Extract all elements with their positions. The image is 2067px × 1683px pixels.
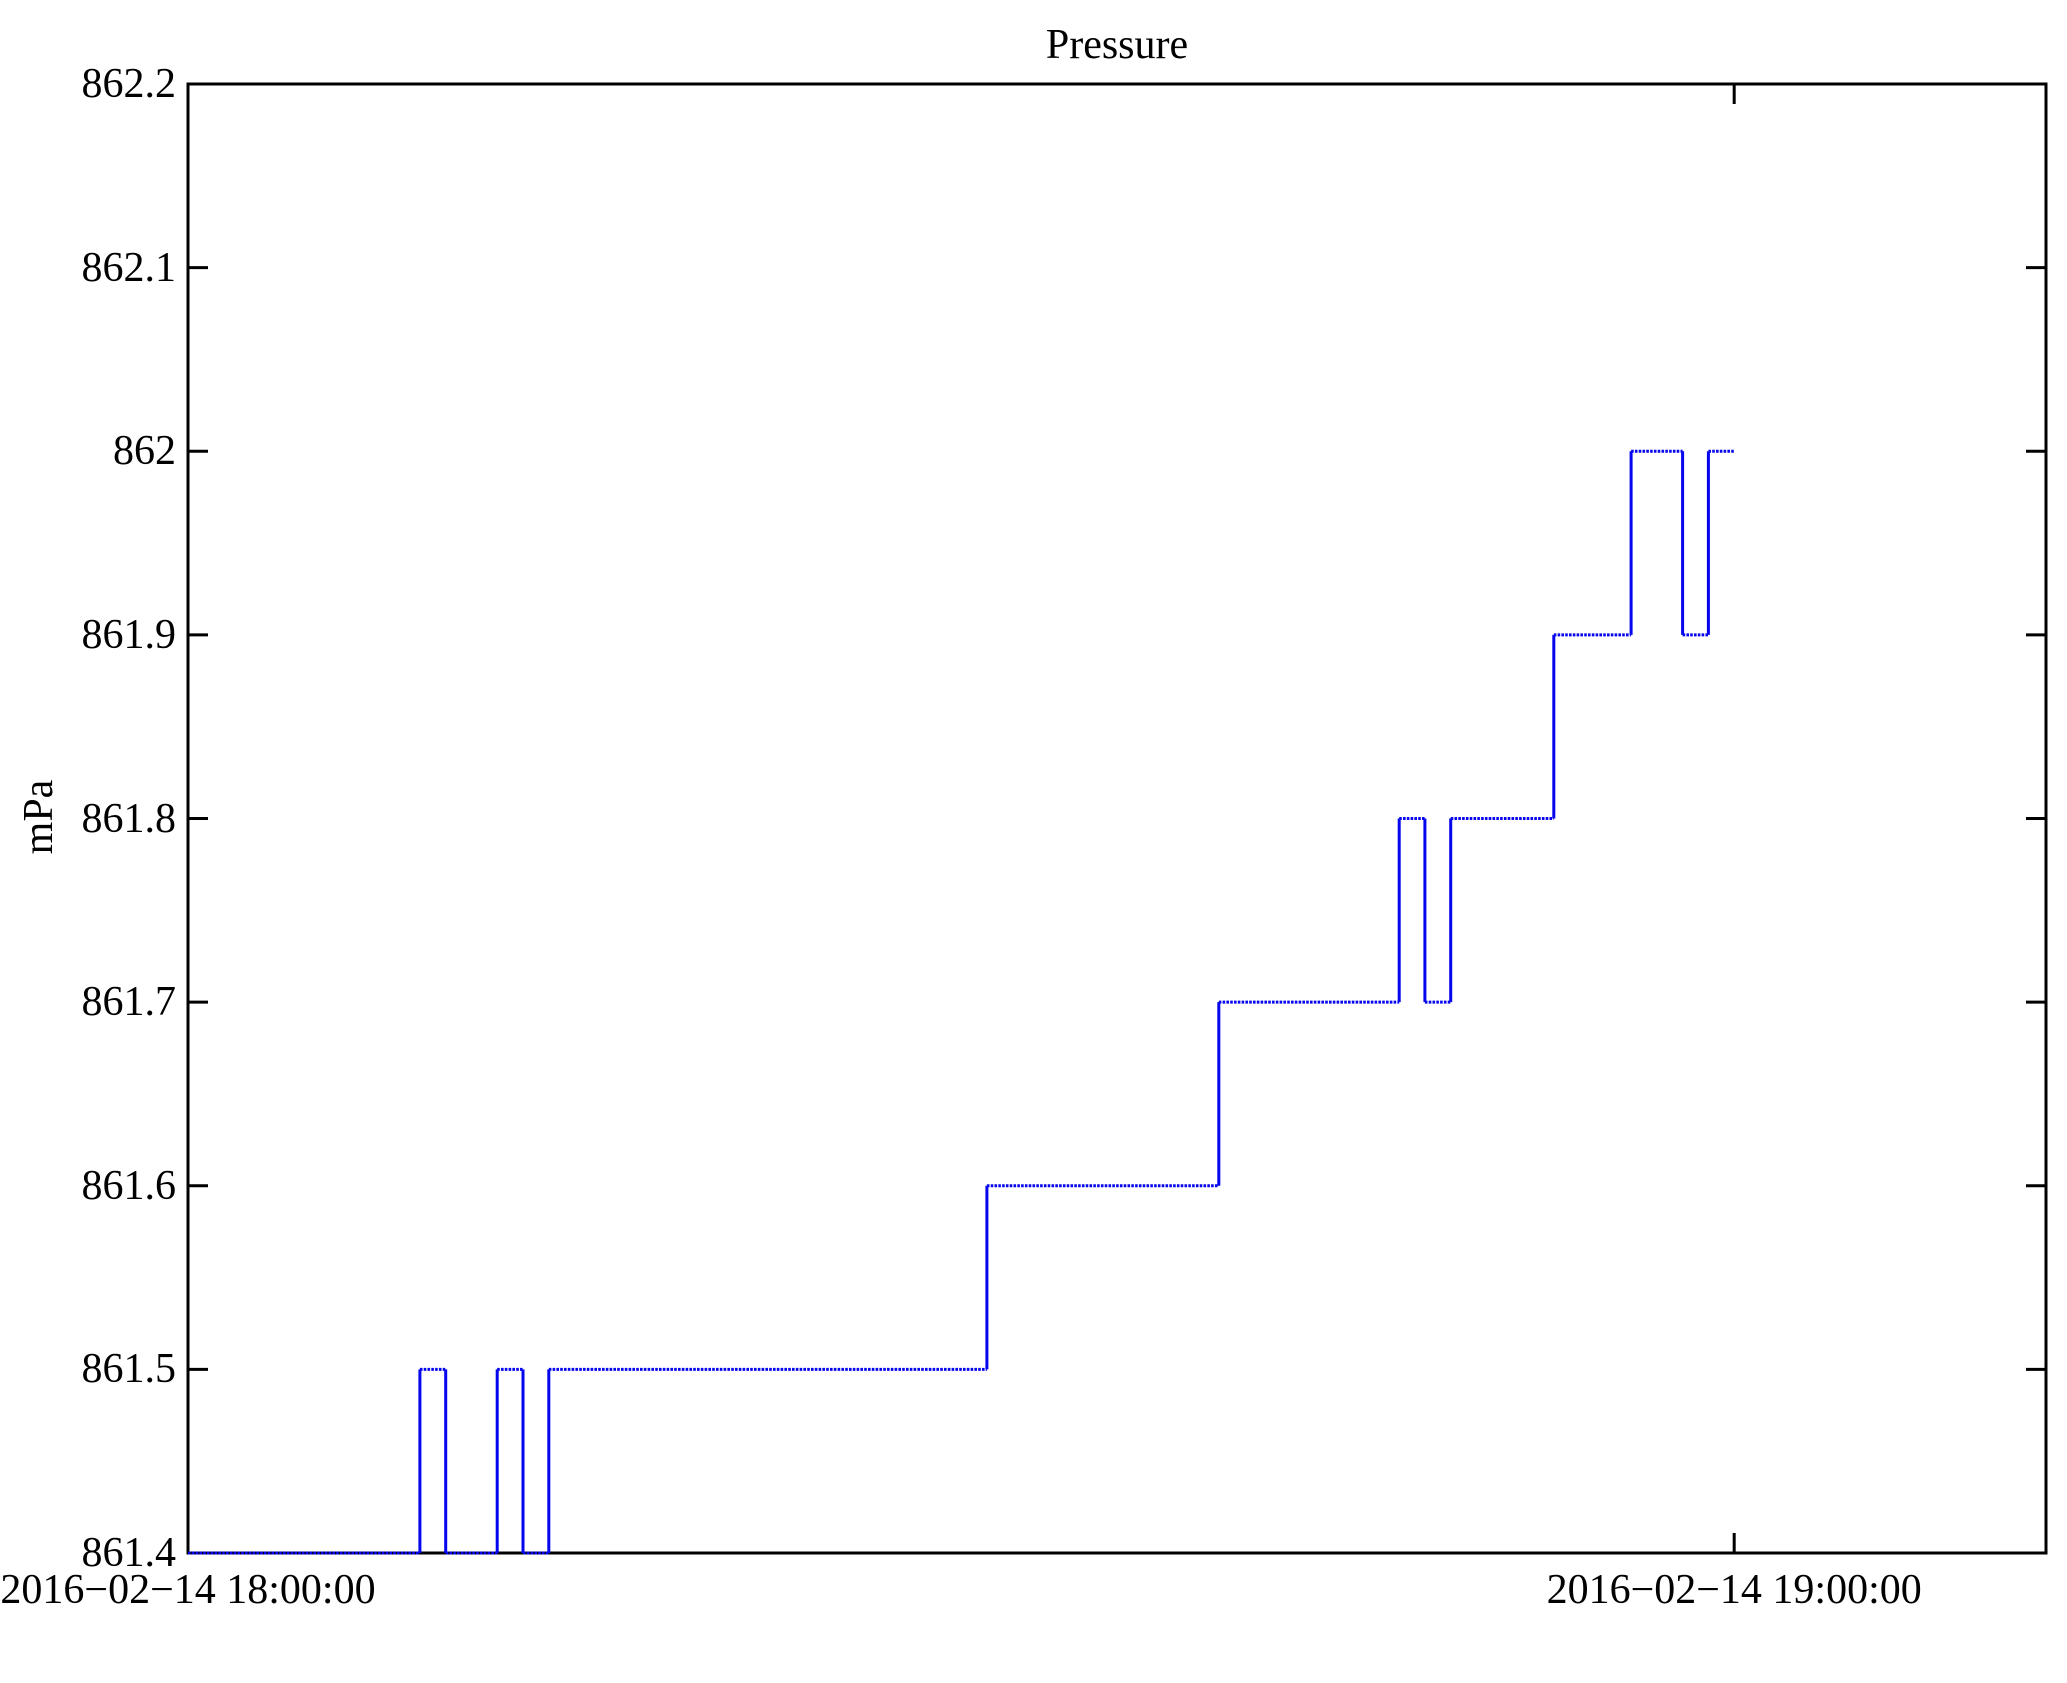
y-tick-label-862.2: 862.2 (81, 61, 177, 107)
plot-frame (186, 82, 2048, 1555)
y-tick-label-861.4: 861.4 (81, 1530, 177, 1576)
y-tick-label-861.8: 861.8 (81, 795, 177, 842)
y-tick-label-861.9: 861.9 (81, 611, 177, 658)
x-tick-label-1800: 2016−02−14 18:00:00 (0, 1567, 376, 1613)
y-tick-label-862: 862 (113, 428, 176, 475)
y-tick-label-861.7: 861.7 (81, 979, 177, 1026)
y-axis-label: mPa (16, 779, 62, 855)
series-line-horizontal (188, 449, 1735, 1555)
y-tick-label-861.6: 861.6 (81, 1162, 177, 1209)
y-tick-label-861.5: 861.5 (81, 1346, 177, 1393)
x-tick-label-1900: 2016−02−14 19:00:00 (1546, 1567, 1922, 1613)
chart-title: Pressure (1045, 22, 1189, 68)
series-line-vertical (418, 451, 1710, 1553)
y-tick-label-862.1: 862.1 (81, 244, 177, 291)
